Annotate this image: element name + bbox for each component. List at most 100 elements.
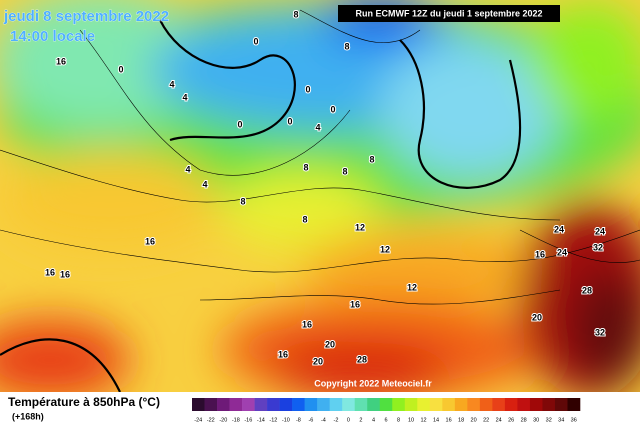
legend-swatch [404,398,418,411]
legend-tick-label: 16 [446,417,452,423]
legend-tick-label: 18 [458,417,464,423]
legend-tick-label: -16 [244,417,252,423]
legend-tick-label: -2 [333,417,338,423]
contour-label: 12 [355,222,365,232]
legend-tick-label: 0 [347,417,350,423]
legend-tick-label: 22 [483,417,489,423]
contour-label: 4 [315,122,320,132]
contour-label: 0 [287,116,292,126]
contour-label: 20 [313,356,323,366]
contour-label: 4 [185,164,190,174]
contour-label: 28 [357,354,367,364]
legend-tick-label: 14 [433,417,439,423]
legend-swatch [429,398,443,411]
contour-label: 8 [302,214,307,224]
legend-tick-label: -14 [257,417,265,423]
contour-label: 16 [145,236,155,246]
copyright: Copyright 2022 Meteociel.fr [314,378,432,388]
legend-tick-label: -20 [219,417,227,423]
contour-label: 20 [325,339,335,349]
legend-swatch [317,398,330,411]
map-time: 14:00 locale [10,28,95,45]
contour-label: 16 [45,267,55,277]
legend-swatch [242,398,255,411]
legend-swatch [229,398,243,411]
contour-label: 8 [369,154,374,164]
lead-time: (+168h) [12,411,44,421]
contour-label: 12 [380,244,390,254]
legend-swatch [542,398,556,411]
contour-label: 0 [237,119,242,129]
legend-swatch [442,398,456,411]
legend-swatch [204,398,218,411]
legend-swatch [417,398,431,411]
legend-swatch [254,398,268,411]
legend-swatch [342,398,356,411]
legend-swatch [292,398,305,411]
legend-swatch [217,398,230,411]
legend-swatch [367,398,381,411]
legend-swatch [567,398,581,411]
legend-swatch [467,398,481,411]
contour-label: 16 [60,269,70,279]
legend-tick-label: 26 [508,417,514,423]
legend-swatch [492,398,506,411]
legend-tick-label: -24 [194,417,202,423]
legend-tick-label: -12 [269,417,277,423]
contour-label: 16 [56,56,66,66]
legend-swatch [304,398,318,411]
contour-label: 8 [240,196,245,206]
legend-tick-label: 30 [533,417,539,423]
legend-title: Température à 850hPa (°C) [8,395,160,409]
legend-tick-label: 6 [384,417,387,423]
contour-label: 4 [169,79,174,89]
contour-label: 20 [532,312,542,322]
legend-tick-label: 2 [359,417,362,423]
contour-label: 24 [554,224,564,234]
legend-swatch [517,398,531,411]
legend-swatch [267,398,280,411]
contour-label: 16 [535,249,545,259]
contour-label: 24 [557,247,567,257]
run-info: Run ECMWF 12Z du jeudi 1 septembre 2022 [355,8,542,18]
run-box [338,5,560,22]
legend-tick-label: 28 [521,417,527,423]
legend-tick-label: 34 [558,417,564,423]
contour-label: 24 [595,226,605,236]
legend-tick-label: -22 [207,417,215,423]
legend-swatch [354,398,368,411]
legend-tick-label: -8 [296,417,301,423]
contour-label: 16 [350,299,360,309]
legend-swatch [279,398,293,411]
contour-label: 4 [182,92,187,102]
legend-swatch [454,398,468,411]
contour-label: 32 [595,327,605,337]
contour-label: 8 [303,162,308,172]
contour-label: 8 [342,166,347,176]
contour-label: 0 [253,36,258,46]
contour-label: 8 [293,9,298,19]
legend-swatch [479,398,493,411]
legend-swatch [504,398,518,411]
legend-tick-label: 36 [571,417,577,423]
legend-tick-label: 8 [397,417,400,423]
legend-swatch [329,398,343,411]
contour-label: 8 [344,41,349,51]
legend-tick-label: 12 [420,417,426,423]
contour-label: 12 [407,282,417,292]
contour-label: 16 [302,319,312,329]
legend-tick-label: -6 [308,417,313,423]
contour-label: 0 [330,104,335,114]
legend-swatch [192,398,205,411]
contour-label: 32 [593,242,603,252]
legend-tick-label: -4 [321,417,326,423]
legend-tick-label: 4 [372,417,375,423]
contour-label: 28 [582,285,592,295]
legend-swatch [529,398,543,411]
legend-tick-label: 32 [546,417,552,423]
contour-label: 4 [202,179,207,189]
legend-tick-label: 20 [471,417,477,423]
legend-swatch [392,398,406,411]
